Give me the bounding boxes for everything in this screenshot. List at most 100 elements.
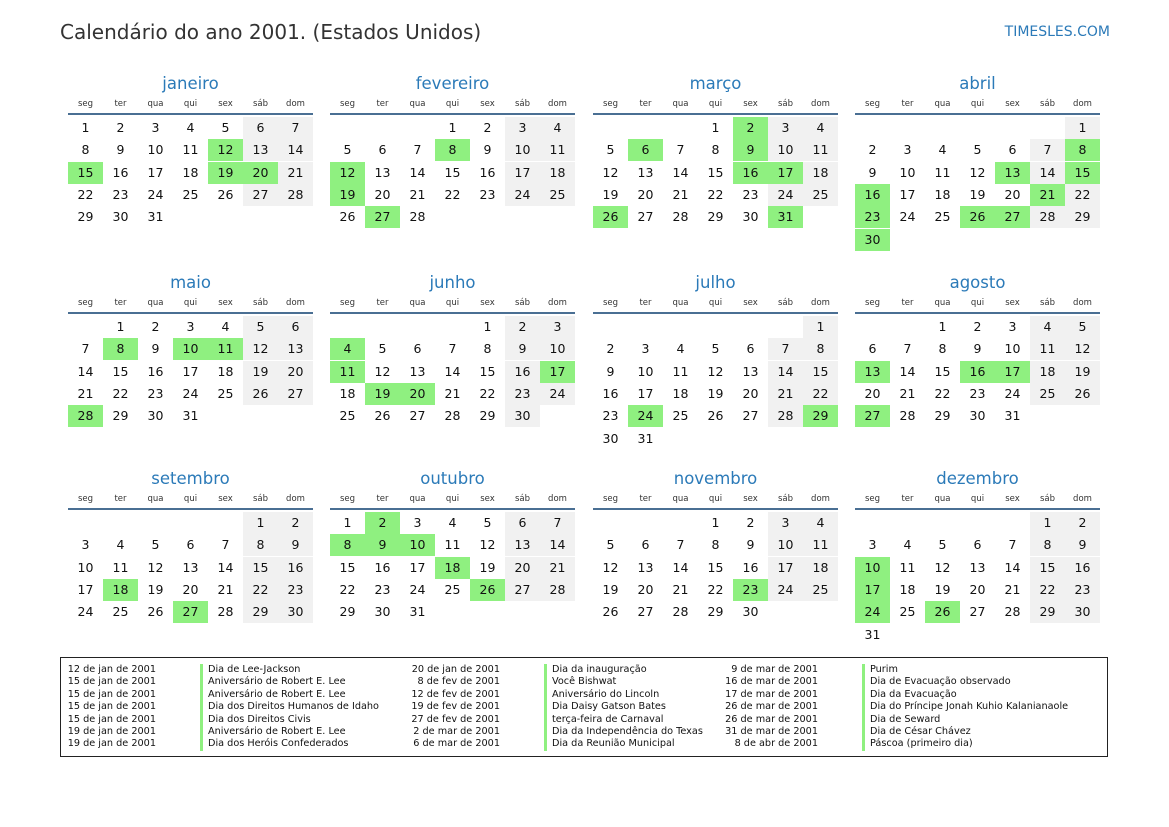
holiday-day-cell: 8 <box>435 139 470 162</box>
day-cell: 25 <box>803 578 838 601</box>
day-cell: 9 <box>483 142 492 158</box>
day-cell: 19 <box>1065 360 1100 383</box>
weekday-header: seg ter qua qui sex sáb dom <box>855 491 1100 510</box>
day-cell: 27 <box>742 408 759 424</box>
day-cell: 28 <box>409 209 426 225</box>
month-name: setembro <box>151 469 230 488</box>
weekday-label: sex <box>218 298 233 308</box>
day-cell: 9 <box>868 164 877 180</box>
day-cell: 6 <box>186 537 195 553</box>
holiday-day-cell: 24 <box>628 405 663 428</box>
day-cell: 23 <box>278 578 313 601</box>
day-cell: 15 <box>444 164 461 180</box>
day-cell: 5 <box>343 142 352 158</box>
day-cell: 7 <box>221 537 230 553</box>
legend-holiday-name: Dia da inauguração <box>544 664 647 677</box>
weekday-label: ter <box>639 494 652 504</box>
day-cell: 12 <box>147 559 164 575</box>
day-cell: 24 <box>182 385 199 401</box>
day-cell: 4 <box>1030 316 1065 338</box>
day-cell: 31 <box>864 626 881 642</box>
weekday-label: qua <box>147 298 164 308</box>
weekday-label: sáb <box>514 298 531 308</box>
day-cell: 24 <box>147 186 164 202</box>
day-cell: 27 <box>278 382 313 405</box>
day-cell: 1 <box>81 120 90 135</box>
weekday-header: seg ter qua qui sex sáb dom <box>593 96 838 115</box>
day-cell: 30 <box>505 405 540 428</box>
day-cell: 16 <box>505 360 540 383</box>
day-cell: 5 <box>151 537 160 553</box>
weekday-label: qui <box>970 298 985 308</box>
weekday-label: qui <box>708 494 723 504</box>
day-cell: 22 <box>479 385 496 401</box>
weekday-label: seg <box>339 99 356 109</box>
holiday-day-cell: 15 <box>1065 161 1100 184</box>
day-cell: 5 <box>606 537 615 553</box>
day-cell: 17 <box>505 161 540 184</box>
month-name: julho <box>695 273 736 292</box>
day-cell: 21 <box>899 385 916 401</box>
weekday-label: qui <box>445 494 460 504</box>
holiday-day-cell: 10 <box>400 534 435 557</box>
day-cell: 1 <box>711 120 720 135</box>
legend-date: 15 de jan de 2001 <box>67 701 156 713</box>
legend-date: 2 de mar de 2001 <box>413 726 500 737</box>
day-cell: 29 <box>243 601 278 624</box>
day-cell: 20 <box>969 581 986 597</box>
day-cell: 13 <box>409 363 426 379</box>
weekday-label: dom <box>286 99 305 109</box>
day-cell: 13 <box>969 559 986 575</box>
holiday-day-cell: 19 <box>330 183 365 206</box>
day-cell: 27 <box>637 209 654 225</box>
weekday-label: qui <box>708 298 723 308</box>
weekday-label: sex <box>1005 494 1020 504</box>
day-cell: 9 <box>973 341 982 357</box>
day-cell: 25 <box>182 186 199 202</box>
month-junho: junho seg ter qua qui sex sáb dom 1 2 3 4 5 6 7 8 9 10 11 1… <box>330 271 575 428</box>
day-cell: 10 <box>1004 341 1021 357</box>
legend-holiday-name: Aniversário de Robert E. Lee <box>200 688 346 702</box>
day-cell: 21 <box>409 186 426 202</box>
day-cell: 17 <box>899 186 916 202</box>
month-fevereiro: fevereiro seg ter qua qui sex sáb dom 1 2 3 4 5 6 7 8 9 1… <box>330 72 575 229</box>
day-cell: 9 <box>505 338 540 361</box>
day-cell: 30 <box>1065 601 1100 624</box>
holiday-day-cell: 27 <box>173 601 208 624</box>
day-cell: 12 <box>602 164 619 180</box>
day-cell: 24 <box>899 209 916 225</box>
holiday-day-cell: 11 <box>208 338 243 361</box>
weekday-label: sex <box>743 494 758 504</box>
day-cell: 14 <box>444 363 461 379</box>
day-cell: 18 <box>803 161 838 184</box>
day-cell: 19 <box>602 186 619 202</box>
weekday-header: seg ter qua qui sex sáb dom <box>68 295 313 314</box>
weekday-label: ter <box>639 298 652 308</box>
legend-date: 17 de mar de 2001 <box>725 688 818 700</box>
day-cell: 3 <box>903 142 912 158</box>
day-cell: 4 <box>221 319 230 334</box>
weekday-label: qua <box>409 298 426 308</box>
day-cell: 29 <box>707 604 724 620</box>
day-cell: 25 <box>803 183 838 206</box>
day-cell: 19 <box>707 385 724 401</box>
day-cell: 22 <box>934 385 951 401</box>
day-cell: 13 <box>637 559 654 575</box>
month-janeiro: janeiro seg ter qua qui sex sáb dom 1 2 3 4 5 6 7 8 9 10 1… <box>68 72 313 224</box>
day-cell: 25 <box>112 604 129 620</box>
holiday-day-cell: 19 <box>208 161 243 184</box>
day-cell: 14 <box>77 363 94 379</box>
day-cell: 10 <box>637 363 654 379</box>
legend-date: 19 de jan de 2001 <box>67 738 156 750</box>
day-cell: 29 <box>479 408 496 424</box>
day-cell: 27 <box>243 183 278 206</box>
brand-link[interactable]: TIMESLES.COM <box>1004 24 1110 40</box>
day-cell: 8 <box>483 341 492 357</box>
day-cell: 17 <box>409 559 426 575</box>
day-cell: 26 <box>147 604 164 620</box>
holiday-day-cell: 13 <box>855 360 890 383</box>
weekday-label: qui <box>183 494 198 504</box>
day-cell: 1 <box>116 319 125 334</box>
day-cell: 25 <box>217 385 234 401</box>
day-cell: 17 <box>768 556 803 579</box>
